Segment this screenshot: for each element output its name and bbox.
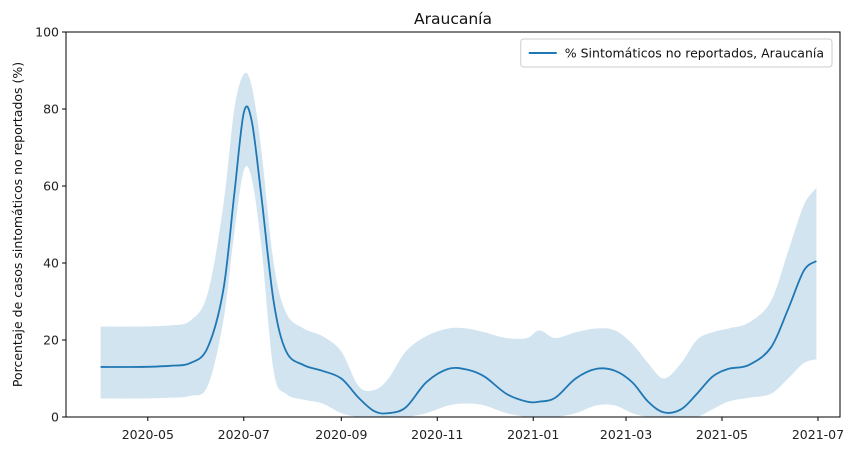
plot-frame	[65, 31, 841, 418]
series-line-0	[100, 105, 817, 415]
y-tick-label: 100	[35, 25, 59, 40]
x-tick-label: 2021-07	[792, 427, 844, 442]
x-tick-label: 2021-03	[600, 427, 652, 442]
x-tick-label: 2021-05	[696, 427, 748, 442]
series-line-layer	[100, 105, 817, 415]
axes: 0 20 40 60 80 100 2020-05 2020-07 2020-09 2020-11…	[35, 25, 844, 443]
legend-label: % Sintomáticos no reportados, Araucanía	[565, 46, 824, 61]
y-axis-label: Porcentaje de casos sintomáticos no repo…	[10, 62, 25, 387]
x-tick-label: 2020-11	[411, 427, 463, 442]
y-tick-label: 40	[43, 256, 59, 271]
y-tick-label: 0	[51, 410, 59, 425]
legend-box	[520, 38, 833, 68]
legend: % Sintomáticos no reportados, Araucanía	[520, 38, 833, 68]
x-tick-label: 2021-01	[507, 427, 559, 442]
y-tick-label: 60	[43, 179, 59, 194]
x-tick-label: 2020-05	[122, 427, 174, 442]
chart-title: Araucanía	[414, 10, 492, 28]
confidence-band-layer	[100, 72, 817, 417]
x-tick-label: 2020-07	[218, 427, 270, 442]
confidence-band-0	[100, 72, 817, 417]
y-tick-label: 20	[43, 333, 59, 348]
y-tick-label: 80	[43, 102, 59, 117]
x-tick-label: 2020-09	[315, 427, 367, 442]
